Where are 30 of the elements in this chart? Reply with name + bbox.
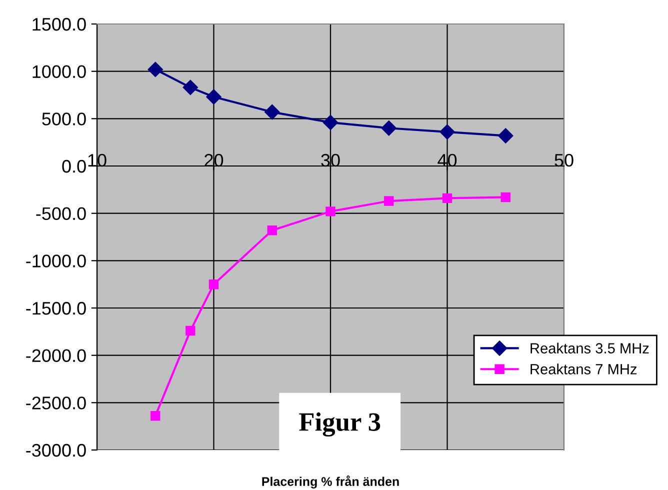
y-tick-label: 500.0: [42, 112, 86, 126]
y-tick-label: 1500.0: [32, 18, 86, 31]
y-tick-label: -2500.0: [26, 396, 86, 410]
point: [182, 80, 198, 95]
point: [322, 114, 338, 130]
point: [498, 128, 514, 144]
y-tick-label: 1000.0: [32, 65, 86, 78]
point: [150, 411, 160, 421]
point: [206, 89, 222, 104]
point: [208, 279, 219, 290]
y-tick-label: -1500.0: [26, 302, 86, 315]
point: [264, 104, 280, 120]
point: [384, 196, 394, 206]
point: [500, 192, 510, 202]
point: [186, 326, 196, 336]
x-axis-title: Placering % från änden: [262, 476, 399, 488]
y-tick-label: 0.0: [62, 160, 86, 173]
legend-label: Reaktans 7 MHz: [530, 364, 637, 374]
y-tick-label: -500.0: [36, 207, 86, 220]
point: [148, 62, 163, 78]
point: [267, 226, 277, 236]
y-tick-label: -1000.0: [26, 254, 86, 268]
point: [442, 193, 452, 204]
y-tick-label: -3000.0: [26, 444, 86, 457]
y-tick-label: -2000.0: [26, 349, 86, 362]
annotation: Figur 3: [299, 412, 380, 437]
point: [381, 120, 396, 136]
point: [440, 124, 455, 140]
legend-label: Reaktans 3.5 MHz: [530, 342, 649, 354]
point: [326, 206, 336, 216]
